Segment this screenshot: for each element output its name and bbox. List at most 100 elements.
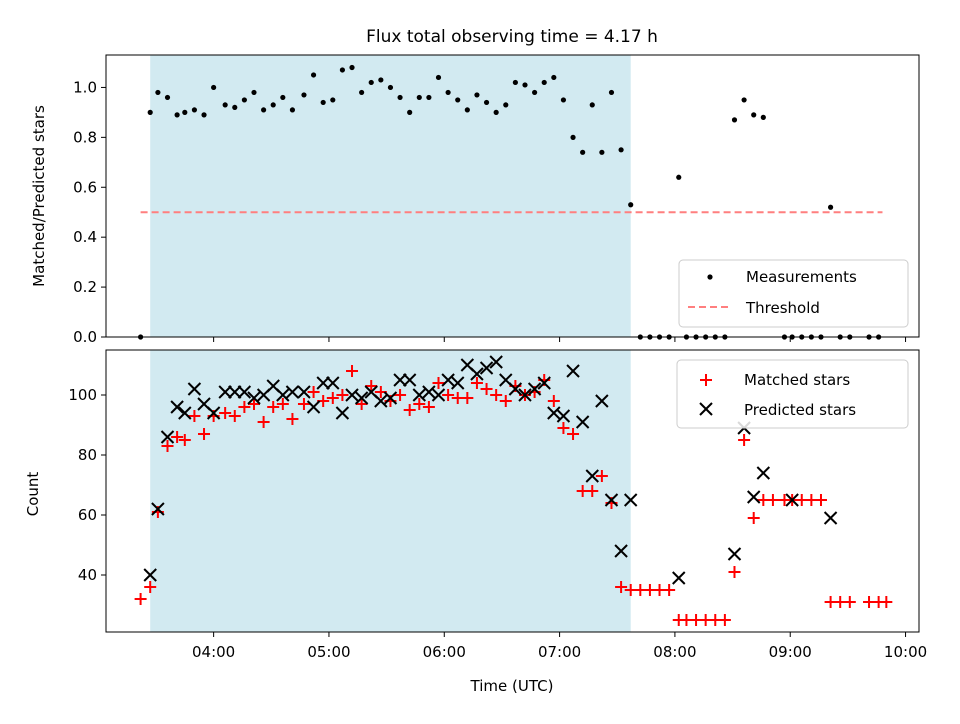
matched-stars-point xyxy=(336,389,349,401)
matched-stars-point xyxy=(238,401,251,413)
matched-stars-point xyxy=(178,434,191,446)
predicted-stars-point xyxy=(441,373,455,387)
predicted-stars-point xyxy=(345,388,359,402)
predicted-stars-point xyxy=(595,394,609,408)
measurements-point xyxy=(445,89,451,96)
predicted-stars-point xyxy=(285,385,300,399)
predicted-stars-point xyxy=(566,364,580,378)
predicted-stars-point xyxy=(228,385,242,399)
y-tick-label: 0.2 xyxy=(73,278,97,296)
matched-stars-point xyxy=(198,428,211,440)
measurements-point xyxy=(368,79,374,86)
predicted-stars-point xyxy=(547,406,561,420)
matched-stars-point xyxy=(257,416,270,428)
predicted-stars-point xyxy=(160,430,175,444)
matched-stars-point xyxy=(461,392,474,404)
measurements-point xyxy=(676,174,682,180)
predicted-stars-point xyxy=(604,493,619,507)
matched-stars-point xyxy=(161,440,174,452)
observing-window-shade xyxy=(150,55,631,337)
predicted-stars-point xyxy=(623,493,638,507)
measurements-point xyxy=(435,74,442,81)
measurements-point xyxy=(310,72,317,78)
legend-marker-matched-stars xyxy=(700,374,712,386)
matched-stars-point xyxy=(718,614,731,626)
matched-stars-point xyxy=(843,596,856,608)
bottom-axes-frame xyxy=(105,349,920,633)
matched-stars-point xyxy=(267,401,280,413)
panel-ratio: 0.0 0.2 0.4 0.6 0.8 1.0 Matched/Predicted sta… xyxy=(30,54,920,346)
measurements-point xyxy=(378,77,384,83)
predicted-stars-point xyxy=(206,406,221,420)
predicted-stars-point xyxy=(412,388,426,402)
matched-stars-point xyxy=(365,380,378,392)
predicted-stars-point xyxy=(727,547,742,561)
predicted-stars-point xyxy=(374,394,388,408)
measurements-point xyxy=(589,102,595,108)
matched-stars-point xyxy=(814,494,827,506)
matched-stars-point xyxy=(442,389,455,401)
y-tick-label: 40 xyxy=(78,566,97,584)
measurements-point xyxy=(426,94,432,101)
matched-stars-point xyxy=(171,431,184,443)
matched-stars-point xyxy=(134,593,147,605)
measurements-point xyxy=(289,107,296,113)
measurements-point xyxy=(320,99,326,106)
measurements-point xyxy=(349,64,355,71)
matched-stars-point xyxy=(432,377,445,389)
matched-stars-point xyxy=(188,410,201,422)
measurements-point xyxy=(560,97,567,103)
predicted-stars-point xyxy=(354,391,369,405)
predicted-stars-point xyxy=(297,385,311,399)
y-tick-label: 1.0 xyxy=(73,78,97,96)
matched-stars-point xyxy=(480,383,493,395)
predicted-stars-point xyxy=(151,502,165,516)
measurements-point xyxy=(570,134,576,140)
bottom-legend: Matched stars Predicted stars xyxy=(676,359,909,429)
measurements-point xyxy=(493,109,499,115)
predicted-stars-point xyxy=(672,571,686,585)
measurements-point xyxy=(155,89,161,96)
y-tick-label: 80 xyxy=(78,446,97,464)
legend-label-predicted-stars: Predicted stars xyxy=(744,401,856,419)
measurements-point xyxy=(280,94,286,101)
matched-stars-point xyxy=(557,422,570,434)
y-tick-label: 0.0 xyxy=(73,328,97,346)
measurements-point xyxy=(741,97,747,103)
measurements-point xyxy=(147,109,153,115)
legend-marker-predicted-stars xyxy=(699,402,713,416)
measurements-point xyxy=(397,94,403,101)
predicted-stars-point xyxy=(170,400,184,414)
legend-label-matched-stars: Matched stars xyxy=(744,371,850,389)
measurements-point xyxy=(241,97,247,103)
x-tick-label: 10:00 xyxy=(884,643,927,661)
x-axis-label: Time (UTC) xyxy=(470,677,554,695)
matched-stars-point xyxy=(547,395,560,407)
matched-stars-point xyxy=(413,398,426,410)
matched-stars-point xyxy=(663,584,676,596)
predicted-stars-point xyxy=(326,376,340,390)
matched-stars-point xyxy=(355,398,368,410)
matched-stars-point xyxy=(346,365,359,377)
predicted-stars-point xyxy=(218,385,232,399)
measurements-point xyxy=(483,99,490,106)
measurements-point xyxy=(464,107,470,113)
matched-stars-point xyxy=(490,389,503,401)
predicted-stars-point xyxy=(575,415,590,429)
top-y-axis-label: Matched/Predicted stars xyxy=(30,105,48,287)
measurements-point xyxy=(416,94,422,101)
matched-stars-point xyxy=(567,428,580,440)
legend-label-threshold: Threshold xyxy=(745,299,820,317)
y-tick-label: 0.8 xyxy=(73,128,97,146)
predicted-stars-point xyxy=(335,406,350,420)
matched-stars-point xyxy=(738,434,751,446)
matched-stars-point xyxy=(144,581,157,593)
x-tick-label: 05:00 xyxy=(307,643,350,661)
measurements-point xyxy=(407,109,413,115)
predicted-stars-point xyxy=(187,382,202,396)
measurements-point xyxy=(201,112,207,118)
measurements-point xyxy=(211,84,217,91)
measurements-point xyxy=(182,109,188,115)
predicted-stars-point xyxy=(508,382,523,396)
predicted-stars-point xyxy=(402,373,417,387)
